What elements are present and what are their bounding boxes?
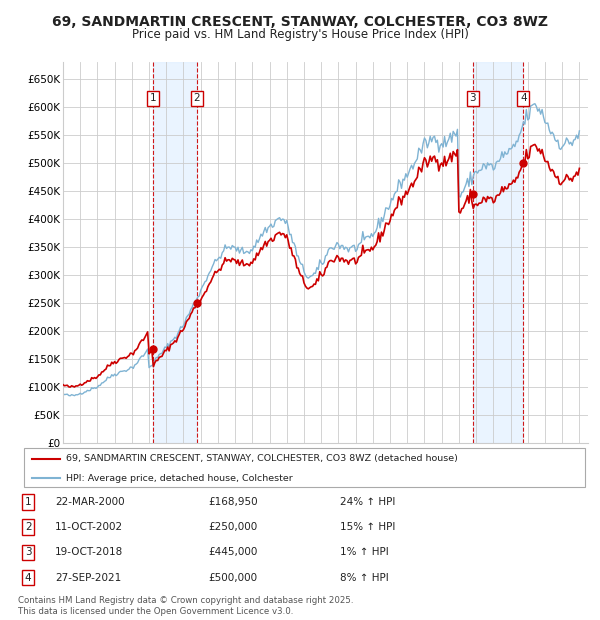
Text: 4: 4 bbox=[25, 572, 31, 583]
Text: 69, SANDMARTIN CRESCENT, STANWAY, COLCHESTER, CO3 8WZ: 69, SANDMARTIN CRESCENT, STANWAY, COLCHE… bbox=[52, 16, 548, 30]
FancyBboxPatch shape bbox=[24, 448, 585, 487]
Text: 11-OCT-2002: 11-OCT-2002 bbox=[55, 523, 124, 533]
Text: £168,950: £168,950 bbox=[208, 497, 257, 507]
Text: 1% ↑ HPI: 1% ↑ HPI bbox=[340, 547, 389, 557]
Text: Price paid vs. HM Land Registry's House Price Index (HPI): Price paid vs. HM Land Registry's House … bbox=[131, 28, 469, 41]
Text: 1: 1 bbox=[25, 497, 31, 507]
Text: 2: 2 bbox=[25, 523, 31, 533]
Text: 1: 1 bbox=[149, 94, 156, 104]
Text: 15% ↑ HPI: 15% ↑ HPI bbox=[340, 523, 395, 533]
Text: 3: 3 bbox=[25, 547, 31, 557]
Text: £250,000: £250,000 bbox=[208, 523, 257, 533]
Text: 69, SANDMARTIN CRESCENT, STANWAY, COLCHESTER, CO3 8WZ (detached house): 69, SANDMARTIN CRESCENT, STANWAY, COLCHE… bbox=[66, 454, 458, 463]
Text: 2: 2 bbox=[194, 94, 200, 104]
Text: £500,000: £500,000 bbox=[208, 572, 257, 583]
Text: 3: 3 bbox=[469, 94, 476, 104]
Text: HPI: Average price, detached house, Colchester: HPI: Average price, detached house, Colc… bbox=[66, 474, 293, 482]
Text: 22-MAR-2000: 22-MAR-2000 bbox=[55, 497, 125, 507]
Text: 19-OCT-2018: 19-OCT-2018 bbox=[55, 547, 124, 557]
Text: 8% ↑ HPI: 8% ↑ HPI bbox=[340, 572, 389, 583]
Text: 27-SEP-2021: 27-SEP-2021 bbox=[55, 572, 121, 583]
Bar bbox=[473, 62, 523, 443]
Text: £445,000: £445,000 bbox=[208, 547, 257, 557]
Text: 4: 4 bbox=[520, 94, 527, 104]
Text: Contains HM Land Registry data © Crown copyright and database right 2025.
This d: Contains HM Land Registry data © Crown c… bbox=[18, 596, 353, 616]
Bar bbox=[153, 62, 197, 443]
Text: 24% ↑ HPI: 24% ↑ HPI bbox=[340, 497, 395, 507]
